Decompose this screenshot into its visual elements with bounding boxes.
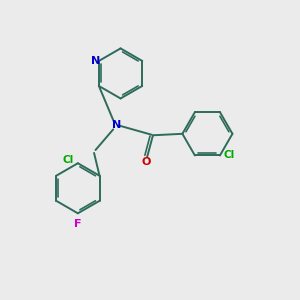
Text: F: F [74,219,82,229]
Text: O: O [142,158,151,167]
Text: N: N [112,120,121,130]
Text: N: N [91,56,100,66]
Text: Cl: Cl [62,155,74,165]
Text: Cl: Cl [224,151,235,160]
